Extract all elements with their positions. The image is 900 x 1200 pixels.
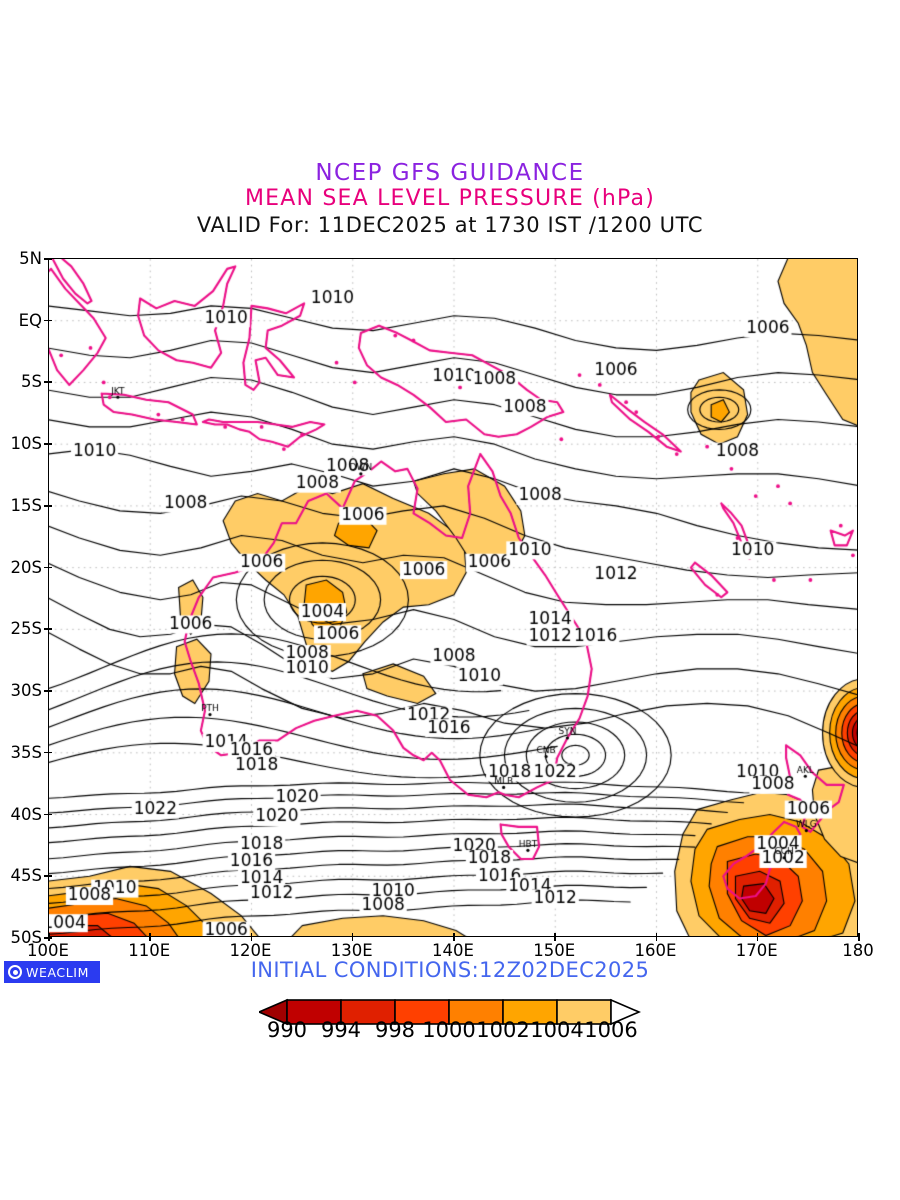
axis-y-tick [44, 690, 52, 692]
initial-conditions-text: INITIAL CONDITIONS:12Z02DEC2025 [250, 958, 650, 982]
weaclim-circle-icon [8, 965, 22, 979]
colorbar-tick-label: 1002 [476, 1018, 530, 1042]
axis-y-tick [44, 628, 52, 630]
axis-x-tick-label: 110E [128, 941, 171, 960]
title-line-valid-time: VALID For: 11DEC2025 at 1730 IST /1200 U… [196, 213, 704, 237]
axis-y-tick-label: 45S [10, 866, 42, 886]
axis-x-tick [554, 933, 556, 941]
axis-y-tick-label: 50S [10, 928, 42, 947]
axis-y-tick-label: 35S [10, 742, 42, 762]
axis-x-tick [858, 933, 860, 941]
weaclim-logo[interactable]: WEACLIM [4, 961, 100, 983]
title-line-variable: MEAN SEA LEVEL PRESSURE (hPa) [245, 186, 655, 211]
axis-x-tick [149, 933, 151, 941]
axis-y-tick-label: 40S [10, 804, 42, 824]
axis-y-tick [44, 258, 52, 260]
weaclim-label: WEACLIM [26, 964, 89, 980]
axis-y-tick [44, 443, 52, 445]
axis-y-tick [44, 813, 52, 816]
axis-x-tick [655, 933, 658, 941]
axis-y-tick-label: 15S [10, 495, 42, 515]
axis-y-tick [44, 319, 52, 322]
axis-x-tick-label: 180 [842, 941, 874, 960]
axis-y-tick [44, 751, 52, 754]
axis-x-tick [48, 933, 50, 941]
axis-y-tick [44, 504, 52, 507]
axis-x-tick-label: 100E [27, 941, 69, 960]
colorbar-cap-high [610, 998, 641, 1026]
axis-y-tick [44, 381, 52, 384]
colorbar-swatch [556, 999, 612, 1025]
axis-y-tick [44, 566, 52, 569]
axis-x-tick [453, 933, 455, 941]
map-plot-area[interactable] [48, 258, 858, 937]
colorbar-tick-label: 998 [374, 1018, 416, 1042]
colorbar-tick-labels: 990 994 998 1000 1002 1004 1006 [0, 1018, 900, 1046]
colorbar-tick-label: 1004 [530, 1018, 584, 1042]
axis-x-tick-label: 150E [533, 941, 576, 960]
colorbar-tick-label: 994 [320, 1018, 362, 1042]
chart-title-block: NCEP GFS GUIDANCE MEAN SEA LEVEL PRESSUR… [0, 160, 900, 239]
colorbar-tick-label: 990 [266, 1018, 308, 1042]
axis-y-tick-label: 5S [21, 372, 42, 392]
colorbar-swatch [502, 999, 558, 1025]
axis-y-tick-label: 10S [10, 434, 42, 454]
mslp-contour-canvas [49, 259, 857, 936]
colorbar-tick-label: 1000 [422, 1018, 476, 1042]
axis-y-tick-label: 25S [10, 619, 42, 639]
title-line-product: NCEP GFS GUIDANCE [315, 160, 585, 186]
colorbar-tick-label: 1006 [584, 1018, 638, 1042]
axis-y-tick-label: 5N [19, 249, 42, 268]
axis-y-tick-label: EQ [18, 310, 42, 330]
axis-y-tick [44, 875, 52, 877]
axis-x-tick [756, 933, 759, 941]
axis-x-tick-label: 140E [432, 941, 474, 960]
colorbar-swatches [259, 998, 641, 1026]
axis-x-tick [250, 933, 253, 941]
axis-x-tick-label: 160E [634, 941, 677, 960]
colorbar-swatch [340, 999, 396, 1025]
colorbar [0, 998, 900, 1068]
colorbar-swatch [286, 999, 342, 1025]
axis-x-tick-label: 130E [330, 941, 373, 960]
axis-y-tick-label: 30S [10, 681, 42, 701]
axis-y-tick-label: 20S [10, 557, 42, 577]
axis-x-tick-label: 170E [735, 941, 778, 960]
axis-x-tick-label: 120E [229, 941, 272, 960]
axis-x-tick [351, 933, 354, 941]
